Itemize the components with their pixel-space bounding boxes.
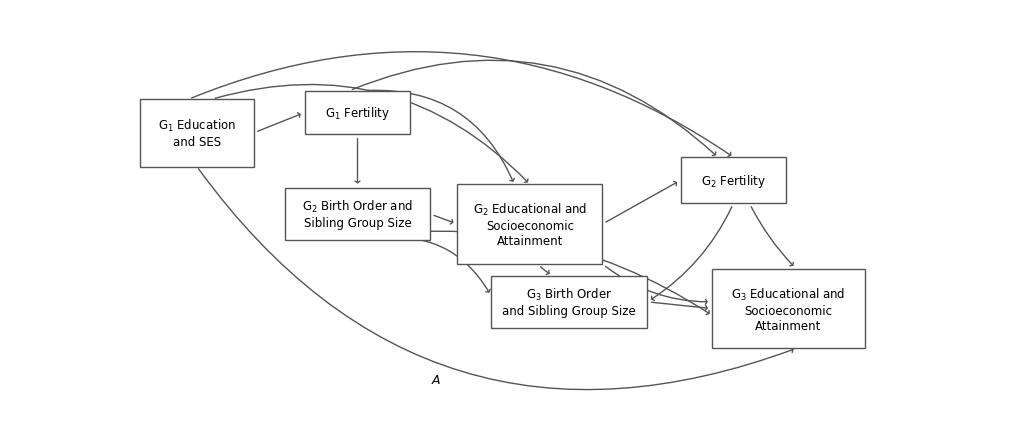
FancyBboxPatch shape <box>680 158 787 204</box>
Text: A: A <box>432 374 440 386</box>
FancyBboxPatch shape <box>304 92 410 135</box>
Text: G$_3$ Educational and
Socioeconomic
Attainment: G$_3$ Educational and Socioeconomic Atta… <box>731 286 845 332</box>
Text: G$_1$ Fertility: G$_1$ Fertility <box>325 105 390 122</box>
FancyBboxPatch shape <box>285 188 430 240</box>
FancyBboxPatch shape <box>141 100 254 167</box>
FancyBboxPatch shape <box>490 276 647 328</box>
Text: G$_1$ Education
and SES: G$_1$ Education and SES <box>158 118 236 149</box>
Text: G$_2$ Birth Order and
Sibling Group Size: G$_2$ Birth Order and Sibling Group Size <box>302 199 412 230</box>
FancyBboxPatch shape <box>457 185 603 264</box>
Text: G$_2$ Fertility: G$_2$ Fertility <box>701 172 766 189</box>
Text: G$_3$ Birth Order
and Sibling Group Size: G$_3$ Birth Order and Sibling Group Size <box>502 286 636 318</box>
FancyBboxPatch shape <box>712 269 864 349</box>
Text: G$_2$ Educational and
Socioeconomic
Attainment: G$_2$ Educational and Socioeconomic Atta… <box>473 201 587 247</box>
